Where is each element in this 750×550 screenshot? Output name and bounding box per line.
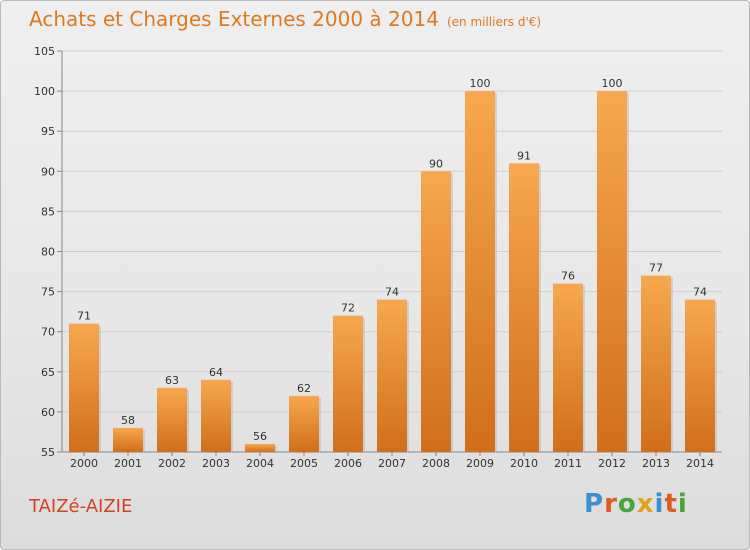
x-tick-label: 2001 [114, 457, 142, 470]
title-text: Achats et Charges Externes 2000 à 2014 [29, 7, 439, 31]
y-tick-label: 75 [41, 286, 55, 299]
logo-letter: r [604, 489, 618, 519]
x-tick-label: 2012 [598, 457, 626, 470]
logo-letter: i [677, 489, 688, 519]
bar [201, 379, 231, 452]
y-tick-label: 70 [41, 326, 55, 339]
bars [69, 91, 717, 453]
bar [465, 91, 495, 452]
x-tick-label: 2004 [246, 457, 274, 470]
bar [685, 299, 715, 452]
logo-letter: P [584, 489, 605, 519]
unit-label: (en milliers d'€) [446, 15, 542, 29]
data-label: 58 [121, 414, 135, 427]
proxiti-logo: Proxiti [584, 489, 688, 519]
data-label: 62 [297, 382, 311, 395]
bar [553, 283, 583, 452]
data-labels: 71 58 63 64 56 62 72 74 90 100 91 76 100 77 74 [77, 77, 707, 443]
x-tick-label: 2009 [466, 457, 494, 470]
x-tick-label: 2013 [642, 457, 670, 470]
y-tick-label: 80 [41, 246, 55, 259]
bar [509, 163, 539, 452]
y-tick-label: 100 [34, 85, 55, 98]
data-label: 76 [561, 270, 575, 283]
x-tick-label: 2003 [202, 457, 230, 470]
data-label: 56 [253, 430, 267, 443]
data-label: 72 [341, 302, 355, 315]
data-label: 74 [385, 286, 399, 299]
x-tick-label: 2007 [378, 457, 406, 470]
x-tick-label: 2011 [554, 457, 582, 470]
data-label: 90 [429, 157, 443, 170]
x-tick-label: 2000 [70, 457, 98, 470]
y-tick-label: 90 [41, 165, 55, 178]
commune-name: TAIZé-AIZIE [29, 496, 133, 517]
y-tick-label: 65 [41, 366, 55, 379]
data-label: 71 [77, 310, 91, 323]
logo-letter: o [617, 489, 637, 519]
bar [377, 299, 407, 452]
bar [245, 443, 275, 452]
bar [641, 275, 671, 452]
data-label: 74 [693, 286, 707, 299]
bar [597, 91, 627, 452]
x-tick-label: 2008 [422, 457, 450, 470]
data-label: 63 [165, 374, 179, 387]
bar [113, 427, 143, 452]
data-label: 77 [649, 262, 663, 275]
y-tick-label: 85 [41, 205, 55, 218]
x-tick-label: 2010 [510, 457, 538, 470]
x-tick-label: 2005 [290, 457, 318, 470]
bar [333, 315, 363, 452]
data-label: 100 [470, 77, 491, 90]
y-tick-label: 60 [41, 406, 55, 419]
data-label: 100 [602, 77, 623, 90]
bar [157, 387, 187, 452]
data-label: 91 [517, 149, 531, 162]
logo-letter: x [636, 489, 655, 519]
y-tick-label: 55 [41, 446, 55, 459]
x-tick-label: 2002 [158, 457, 186, 470]
y-tick-label: 105 [34, 45, 55, 58]
logo-letter: t [664, 489, 678, 519]
chart-title: Achats et Charges Externes 2000 à 2014 (e… [29, 7, 541, 31]
y-tick-label: 95 [41, 125, 55, 138]
bar [421, 171, 451, 453]
bar [69, 323, 99, 452]
x-tick-label: 2014 [686, 457, 714, 470]
x-tick-label: 2006 [334, 457, 362, 470]
data-label: 64 [209, 366, 223, 379]
logo-letter: i [654, 489, 665, 519]
bar [289, 395, 319, 452]
